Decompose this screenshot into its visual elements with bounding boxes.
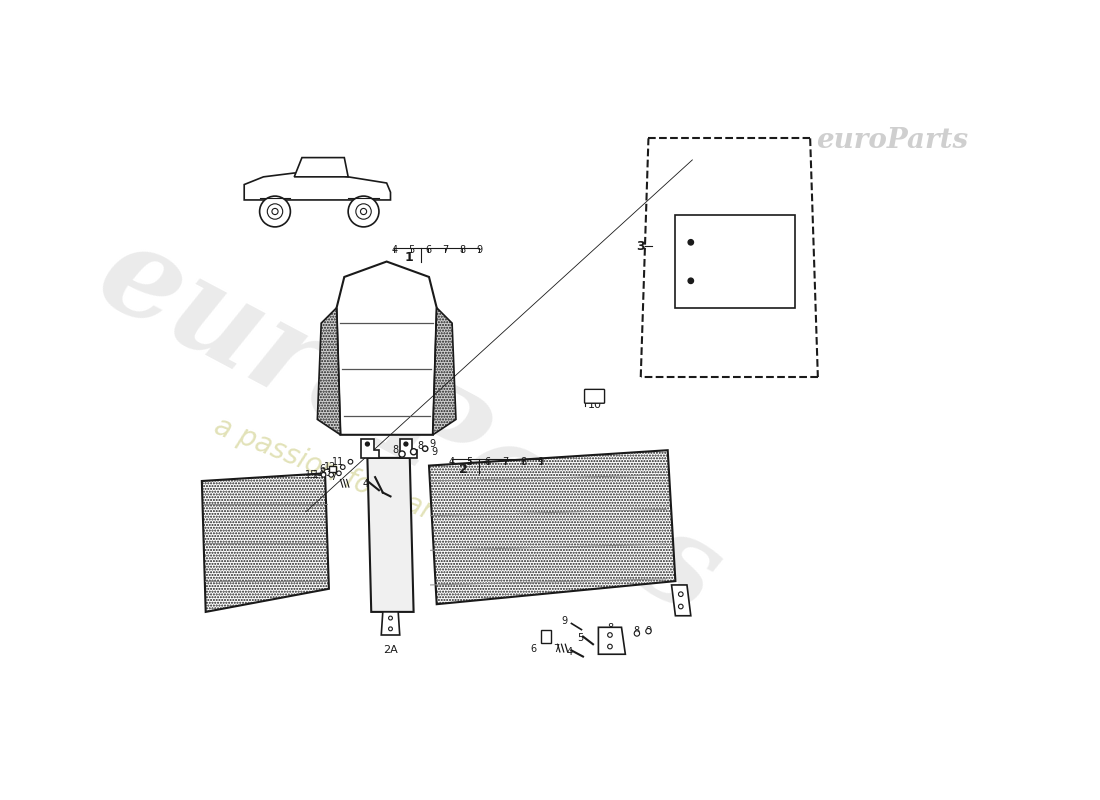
Circle shape [337,471,341,476]
Polygon shape [433,308,455,435]
Polygon shape [367,458,414,612]
Text: 7: 7 [330,472,337,482]
Polygon shape [361,438,378,458]
Polygon shape [382,612,399,635]
Text: 5: 5 [466,457,473,467]
Text: 6: 6 [319,464,326,474]
Polygon shape [295,158,348,177]
Text: 4: 4 [392,246,397,255]
Circle shape [272,209,278,214]
Circle shape [635,630,639,636]
Text: a passion for parts since 1985: a passion for parts since 1985 [210,413,609,596]
Circle shape [679,604,683,609]
Circle shape [404,442,408,446]
Circle shape [689,278,693,283]
Text: 9: 9 [476,246,482,255]
Text: 2A: 2A [383,646,398,655]
Text: 2: 2 [459,463,468,476]
Circle shape [607,644,613,649]
Text: 4: 4 [449,457,455,467]
Text: 9: 9 [429,439,436,449]
Circle shape [679,592,683,597]
Text: 9: 9 [431,446,438,457]
Circle shape [361,209,366,214]
Text: 14: 14 [312,470,326,480]
Text: 1: 1 [405,251,414,264]
Text: 3: 3 [636,240,645,253]
Text: 6: 6 [484,457,491,467]
Text: 7: 7 [502,457,508,467]
Circle shape [267,204,283,219]
Polygon shape [202,474,329,612]
Circle shape [341,465,345,470]
Circle shape [260,196,290,227]
Polygon shape [318,308,341,435]
Text: 8: 8 [607,623,613,634]
Bar [675,215,794,308]
Text: 6: 6 [530,644,537,654]
Polygon shape [244,173,390,200]
FancyBboxPatch shape [584,390,605,403]
Text: 6: 6 [426,246,431,255]
Text: 5: 5 [371,487,377,498]
Text: 8: 8 [634,626,640,636]
Text: 7: 7 [442,246,449,255]
Text: 15: 15 [305,470,318,480]
Polygon shape [429,450,675,604]
Circle shape [321,473,326,477]
Text: 9: 9 [538,457,543,467]
Circle shape [422,446,428,451]
Polygon shape [640,138,818,377]
Circle shape [348,196,378,227]
Circle shape [399,451,405,457]
Text: 11: 11 [332,457,344,466]
Text: 9: 9 [561,616,568,626]
Text: 7: 7 [553,644,559,654]
Text: 5: 5 [578,634,584,643]
Polygon shape [598,627,625,654]
Text: 12: 12 [324,462,337,472]
Bar [541,630,551,642]
Circle shape [689,240,693,245]
Circle shape [607,633,613,638]
Text: 10: 10 [587,400,602,410]
Text: 9: 9 [646,626,651,636]
Polygon shape [337,262,437,435]
Text: 8: 8 [418,442,424,451]
Bar [329,466,336,472]
Circle shape [329,473,333,477]
Text: 4: 4 [566,646,573,657]
Text: 5: 5 [408,246,415,255]
Circle shape [388,616,393,620]
Text: 13: 13 [320,468,332,478]
Text: 8: 8 [392,445,398,455]
Circle shape [388,627,393,630]
Polygon shape [399,438,418,458]
Circle shape [410,449,417,455]
Circle shape [356,204,372,219]
Text: euroParts: euroParts [79,213,740,642]
Text: 8: 8 [520,457,526,467]
Text: 8: 8 [459,246,465,255]
Circle shape [646,629,651,634]
Text: euroParts: euroParts [816,126,968,154]
Text: 4: 4 [363,479,368,490]
Circle shape [365,442,370,446]
Circle shape [348,459,353,464]
Polygon shape [671,585,691,616]
